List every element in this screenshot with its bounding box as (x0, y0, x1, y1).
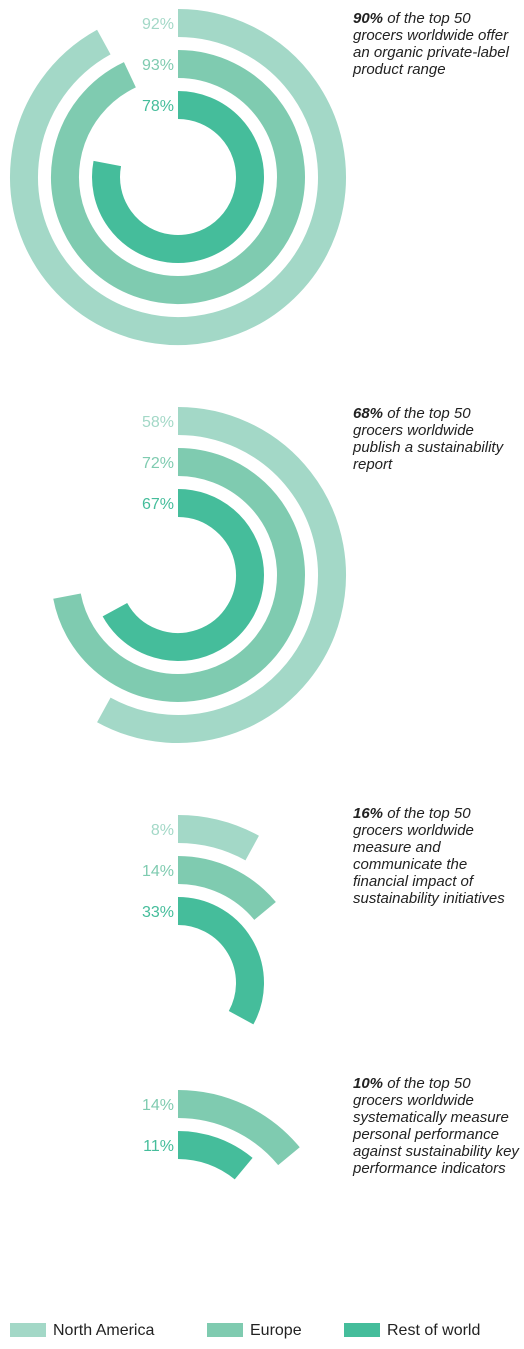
arc-rest-of-world (102, 489, 264, 661)
caption-text: of the top 50 grocers worldwide systemat… (353, 1075, 519, 1177)
legend-swatch-rest-of-world (344, 1323, 380, 1337)
arc-rest-of-world (177, 1131, 253, 1180)
value-label-europe: 93% (142, 57, 174, 74)
caption-personal-performance: 10% of the top 50 grocers worldwide syst… (353, 1075, 521, 1177)
caption-sustainability-report: 68% of the top 50 grocers worldwide publ… (353, 405, 521, 473)
value-label-europe: 14% (142, 1097, 174, 1114)
caption-financial-impact: 16% of the top 50 grocers worldwide meas… (353, 805, 521, 907)
caption-text: of the top 50 grocers worldwide offer an… (353, 10, 509, 78)
caption-highlight: 68% (353, 405, 384, 422)
arc-rest-of-world (177, 897, 264, 1025)
legend-label-north-america: North America (53, 1322, 155, 1339)
radial-chart-4: 14% 11% (142, 1090, 300, 1180)
value-label-rest-of-world: 67% (142, 496, 174, 513)
radial-chart-3: 8% 14% 33% (142, 815, 276, 1025)
legend: North America Europe Rest of world (10, 1320, 520, 1344)
arc-north-america (177, 815, 259, 861)
value-label-rest-of-world: 33% (142, 904, 174, 921)
caption-text: of the top 50 grocers worldwide publish … (353, 405, 504, 473)
value-label-north-america: 58% (142, 414, 174, 431)
arc-north-america (97, 407, 346, 743)
arc-europe (53, 448, 305, 702)
caption-highlight: 16% (353, 805, 384, 822)
legend-label-europe: Europe (250, 1322, 302, 1339)
value-label-rest-of-world: 11% (143, 1138, 174, 1155)
value-label-north-america: 92% (142, 16, 174, 33)
radial-chart-1: 92% 93% 78% (10, 9, 346, 345)
value-label-europe: 14% (142, 863, 174, 880)
arc-europe (177, 856, 276, 921)
value-label-north-america: 8% (151, 822, 174, 839)
arc-europe (51, 50, 305, 304)
arc-europe (177, 1090, 300, 1166)
caption-organic-range: 90% of the top 50 grocers worldwide offe… (353, 10, 521, 78)
legend-swatch-north-america (10, 1323, 46, 1337)
legend-label-rest-of-world: Rest of world (387, 1322, 481, 1339)
caption-highlight: 10% (353, 1075, 384, 1092)
legend-swatch-europe (207, 1323, 243, 1337)
caption-highlight: 90% (353, 10, 384, 27)
value-label-europe: 72% (142, 455, 174, 472)
value-label-rest-of-world: 78% (142, 98, 174, 115)
radial-chart-2: 58% 72% 67% (53, 407, 346, 743)
arc-north-america (10, 9, 346, 345)
arc-rest-of-world (92, 91, 264, 263)
caption-text: of the top 50 grocers worldwide measure … (353, 805, 505, 907)
